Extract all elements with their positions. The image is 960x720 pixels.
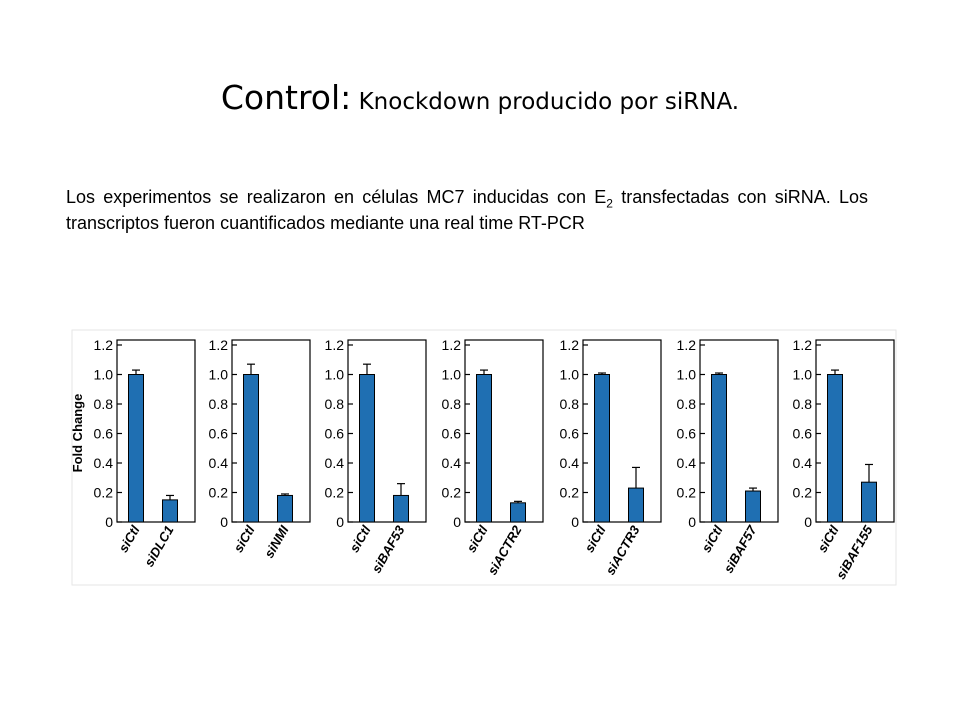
y-tick-label: 0.2 <box>442 485 462 501</box>
bar <box>628 487 644 523</box>
description-subscript: 2 <box>606 196 613 211</box>
y-tick-label: 0 <box>688 514 696 530</box>
y-tick-label: 0.6 <box>793 426 813 442</box>
bar <box>277 494 293 523</box>
panel-frame <box>116 339 196 523</box>
panel-frame <box>464 339 544 523</box>
y-tick-label: 0.4 <box>442 455 462 471</box>
y-tick-label: 0.6 <box>209 426 229 442</box>
y-tick-label: 0.4 <box>793 455 813 471</box>
y-tick-label: 0.8 <box>677 396 697 412</box>
y-tick-label: 1.0 <box>677 367 697 383</box>
y-tick-label: 1.2 <box>209 337 229 353</box>
y-tick-label: 0.2 <box>793 485 813 501</box>
y-tick-label: 0.2 <box>94 485 114 501</box>
bar <box>162 499 178 523</box>
y-tick-label: 0.2 <box>560 485 580 501</box>
y-tick-label: 0 <box>804 514 812 530</box>
bar <box>594 374 610 523</box>
y-tick-label: 1.2 <box>442 337 462 353</box>
y-tick-label: 0 <box>571 514 579 530</box>
bar <box>476 374 492 523</box>
y-tick-label: 1.0 <box>793 367 813 383</box>
panel-frame <box>347 339 427 523</box>
y-tick-label: 0.4 <box>560 455 580 471</box>
slide-title-sub: Knockdown producido por siRNA. <box>351 89 740 115</box>
y-tick-label: 0.8 <box>94 396 114 412</box>
y-tick-label: 1.0 <box>209 367 229 383</box>
y-tick-label: 1.0 <box>560 367 580 383</box>
y-tick-label: 1.0 <box>325 367 345 383</box>
bar <box>745 490 761 523</box>
bar <box>510 502 526 523</box>
y-tick-label: 1.2 <box>560 337 580 353</box>
y-tick-label: 0.4 <box>325 455 345 471</box>
panel-frame <box>699 339 779 523</box>
y-tick-label: 0 <box>105 514 113 530</box>
panel-frame <box>582 339 662 523</box>
y-tick-label: 1.0 <box>94 367 114 383</box>
panel-frame <box>815 339 895 523</box>
y-tick-label: 0 <box>336 514 344 530</box>
y-tick-label: 0.6 <box>325 426 345 442</box>
bar <box>243 374 259 523</box>
slide-title: Control: Knockdown producido por siRNA. <box>0 78 960 117</box>
y-tick-label: 0 <box>453 514 461 530</box>
y-tick-label: 0.6 <box>94 426 114 442</box>
y-tick-label: 0.4 <box>677 455 697 471</box>
y-tick-label: 1.2 <box>677 337 697 353</box>
y-tick-label: 0.8 <box>560 396 580 412</box>
y-tick-label: 0.8 <box>442 396 462 412</box>
slide-description: Los experimentos se realizaron en célula… <box>66 184 868 236</box>
bar <box>128 374 144 523</box>
y-tick-label: 1.0 <box>442 367 462 383</box>
y-tick-label: 0.2 <box>209 485 229 501</box>
description-part2: transfectadas con siRNA. Los transcripto… <box>66 187 868 233</box>
bar <box>393 494 409 523</box>
y-tick-label: 0.6 <box>560 426 580 442</box>
y-tick-label: 0.4 <box>94 455 114 471</box>
y-tick-label: 0.8 <box>209 396 229 412</box>
y-tick-label: 0.6 <box>677 426 697 442</box>
description-part1: Los experimentos se realizaron en célula… <box>66 187 607 207</box>
y-tick-label: 1.2 <box>94 337 114 353</box>
y-tick-label: 0.8 <box>793 396 813 412</box>
bar <box>359 374 375 523</box>
y-tick-label: 0.8 <box>325 396 345 412</box>
slide-title-main: Control: <box>220 78 352 117</box>
y-tick-label: 1.2 <box>325 337 345 353</box>
y-tick-label: 0.4 <box>209 455 229 471</box>
bar <box>827 374 843 523</box>
panel-frame <box>231 339 311 523</box>
bar <box>711 374 727 523</box>
y-tick-label: 0.2 <box>325 485 345 501</box>
bar <box>861 481 877 523</box>
y-tick-label: 0 <box>220 514 228 530</box>
y-tick-label: 1.2 <box>793 337 813 353</box>
y-tick-label: 0.2 <box>677 485 697 501</box>
y-tick-label: 0.6 <box>442 426 462 442</box>
y-axis-label: Fold Change <box>70 394 85 473</box>
